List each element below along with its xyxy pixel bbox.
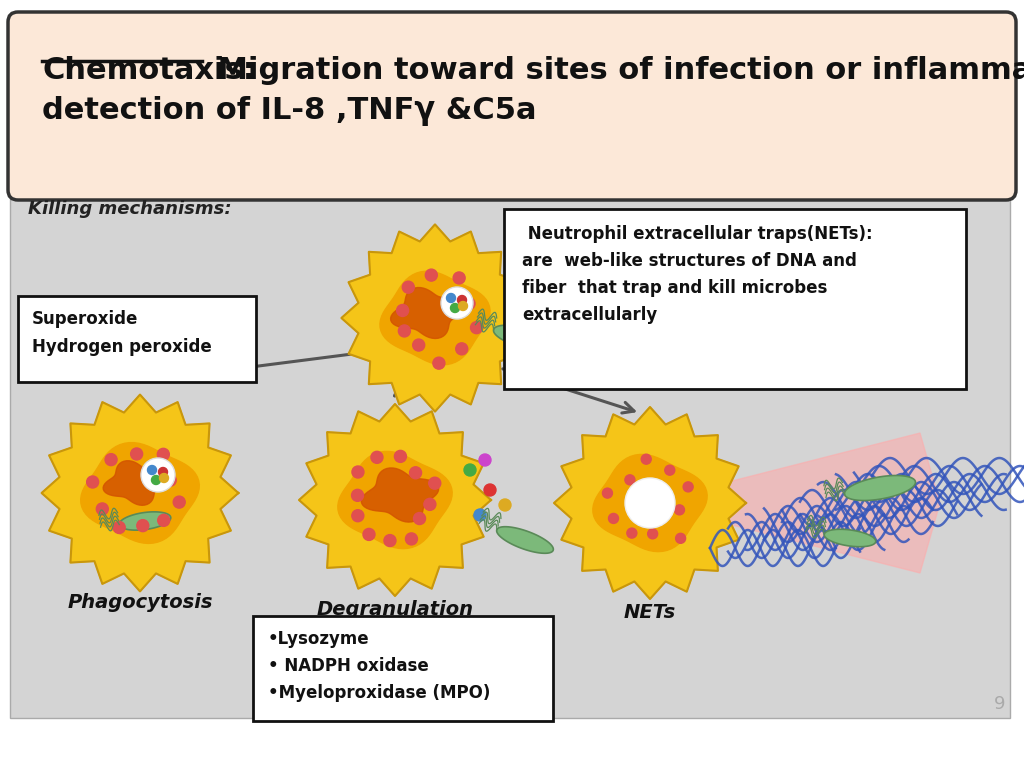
Circle shape <box>141 458 175 492</box>
Circle shape <box>160 474 169 482</box>
Circle shape <box>625 478 675 528</box>
Circle shape <box>451 303 460 313</box>
Circle shape <box>398 325 411 337</box>
Circle shape <box>602 488 612 498</box>
Circle shape <box>484 484 496 496</box>
Circle shape <box>351 489 364 502</box>
Circle shape <box>402 281 415 293</box>
Circle shape <box>499 499 511 511</box>
Text: Degranulation: Degranulation <box>316 600 473 619</box>
Circle shape <box>164 474 176 486</box>
Text: Superoxide
Hydrogen peroxide: Superoxide Hydrogen peroxide <box>32 310 212 356</box>
Circle shape <box>676 533 686 543</box>
FancyBboxPatch shape <box>504 209 966 389</box>
FancyBboxPatch shape <box>10 188 1010 718</box>
Text: NETs: NETs <box>624 603 676 622</box>
Circle shape <box>96 503 109 515</box>
Text: Chemotaxis:: Chemotaxis: <box>42 56 255 85</box>
Text: detection of IL-8 ,TNFγ &C5a: detection of IL-8 ,TNFγ &C5a <box>42 96 537 126</box>
FancyBboxPatch shape <box>8 12 1016 200</box>
Circle shape <box>641 454 651 464</box>
Circle shape <box>683 482 693 492</box>
Circle shape <box>675 505 684 515</box>
Circle shape <box>456 343 468 355</box>
Circle shape <box>410 467 422 478</box>
Polygon shape <box>390 287 464 339</box>
Circle shape <box>429 477 440 489</box>
Circle shape <box>414 512 426 525</box>
Circle shape <box>105 454 117 465</box>
Circle shape <box>173 496 185 508</box>
Polygon shape <box>824 529 876 547</box>
Circle shape <box>454 272 465 284</box>
Text: Phagocytosis: Phagocytosis <box>68 593 213 612</box>
Polygon shape <box>845 475 915 501</box>
Polygon shape <box>81 442 200 544</box>
Circle shape <box>433 357 444 369</box>
Circle shape <box>158 449 169 460</box>
Circle shape <box>114 521 125 534</box>
Circle shape <box>479 454 490 466</box>
Polygon shape <box>42 395 239 591</box>
Text: 9: 9 <box>993 695 1005 713</box>
Polygon shape <box>380 271 490 365</box>
Polygon shape <box>554 407 746 599</box>
Circle shape <box>463 298 475 310</box>
Polygon shape <box>593 455 708 551</box>
Circle shape <box>608 514 618 524</box>
Polygon shape <box>685 433 940 573</box>
Circle shape <box>424 498 436 510</box>
Text: Neutrophil extracellular traps(NETs):
are  web-like structures of DNA and
fiber : Neutrophil extracellular traps(NETs): ar… <box>522 225 872 324</box>
Text: Killing mechanisms:: Killing mechanisms: <box>28 200 231 218</box>
Polygon shape <box>299 404 490 596</box>
Circle shape <box>471 322 482 333</box>
Circle shape <box>362 528 375 541</box>
Circle shape <box>425 269 437 281</box>
Text: •Lysozyme
• NADPH oxidase
•Myeloproxidase (MPO): •Lysozyme • NADPH oxidase •Myeloproxidas… <box>268 630 490 702</box>
FancyBboxPatch shape <box>18 296 256 382</box>
Polygon shape <box>497 527 553 553</box>
Polygon shape <box>341 224 528 412</box>
Circle shape <box>413 339 425 351</box>
Circle shape <box>474 509 486 521</box>
Circle shape <box>396 304 409 316</box>
FancyBboxPatch shape <box>253 616 553 721</box>
Circle shape <box>87 476 98 488</box>
Circle shape <box>665 465 675 475</box>
Circle shape <box>384 535 396 547</box>
Circle shape <box>352 510 364 521</box>
Circle shape <box>625 475 635 485</box>
Polygon shape <box>494 325 556 351</box>
Circle shape <box>371 452 383 463</box>
Circle shape <box>446 293 456 303</box>
Circle shape <box>464 464 476 476</box>
Circle shape <box>158 515 170 526</box>
Circle shape <box>131 448 142 460</box>
Polygon shape <box>338 452 453 548</box>
Circle shape <box>627 528 637 538</box>
Text: Migration toward sites of infection or inflammation  through: Migration toward sites of infection or i… <box>207 56 1024 85</box>
Circle shape <box>441 287 473 319</box>
Circle shape <box>458 296 467 304</box>
Circle shape <box>137 520 148 531</box>
Circle shape <box>152 475 161 485</box>
Circle shape <box>147 465 157 475</box>
Circle shape <box>647 529 657 539</box>
Circle shape <box>459 302 468 310</box>
Circle shape <box>394 450 407 462</box>
Circle shape <box>159 468 168 476</box>
Circle shape <box>406 533 418 545</box>
Polygon shape <box>361 468 438 522</box>
Polygon shape <box>119 511 171 530</box>
Circle shape <box>352 466 364 478</box>
Polygon shape <box>103 461 167 505</box>
